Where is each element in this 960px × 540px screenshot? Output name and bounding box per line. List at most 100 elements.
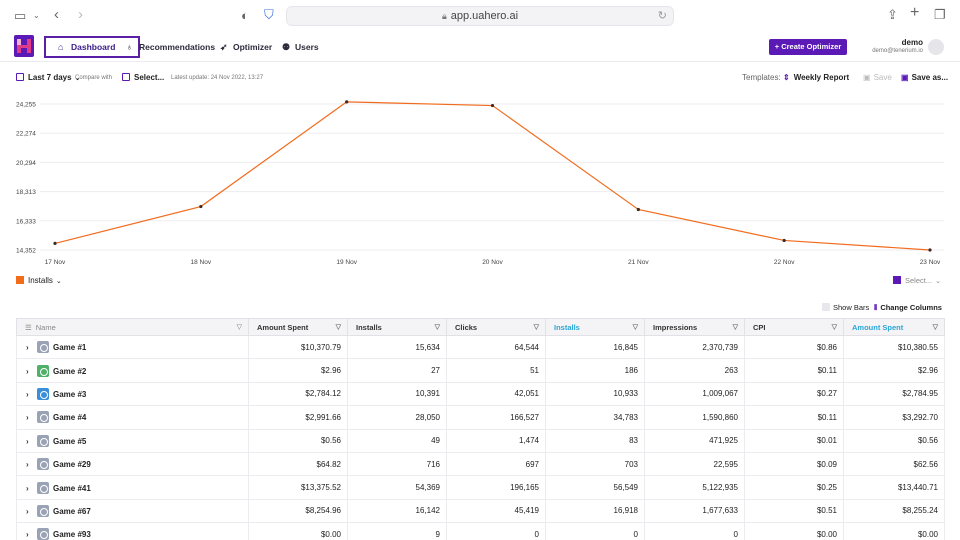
nav-optimizer[interactable]: ➶ Optimizer	[220, 40, 272, 54]
privacy-shield-icon[interactable]: ◐	[241, 8, 249, 23]
expand-chevron-icon[interactable]: ›	[26, 389, 29, 399]
chart-legend-right[interactable]: Select... ⌄	[893, 275, 941, 288]
filter-icon[interactable]: ▽	[632, 324, 638, 331]
game-name-cell: › Game #29	[16, 451, 249, 477]
game-name-cell: › Game #5	[16, 428, 249, 453]
column-header-label: CPI	[753, 322, 766, 332]
data-point[interactable]	[782, 238, 786, 243]
save-icon: ▣	[863, 73, 871, 82]
new-tab-icon[interactable]: +	[910, 4, 920, 21]
back-icon[interactable]: ‹	[54, 6, 59, 23]
column-header-name[interactable]: ☰ Name ▽	[16, 318, 249, 336]
table-row[interactable]: › Game #1 $10,370.79 15,634 64,544 16,845 2,37…	[16, 334, 945, 360]
filter-icon[interactable]: ▽	[335, 324, 341, 331]
x-tick-label: 22 Nov	[774, 259, 795, 266]
table-cell: $8,255.24	[843, 498, 945, 524]
uahero-logo[interactable]	[14, 35, 34, 57]
expand-chevron-icon[interactable]: ›	[26, 436, 29, 446]
table-cell: $0.51	[744, 498, 844, 524]
table-row[interactable]: › Game #41 $13,375.52 54,369 196,165 56,549 5,…	[16, 475, 945, 500]
column-header-amount-spent-2[interactable]: Amount Spent ▽	[843, 318, 945, 336]
table-row[interactable]: › Game #4 $2,991.66 28,050 166,527 34,783 1,59…	[16, 405, 945, 430]
forward-icon[interactable]: ›	[78, 6, 83, 23]
table-cell: 51	[446, 358, 546, 383]
column-header-installs[interactable]: Installs ▽	[347, 318, 447, 336]
rocket-icon: ➶	[220, 42, 228, 52]
sidebar-toggle-icon[interactable]: ▭	[14, 8, 27, 23]
expand-chevron-icon[interactable]: ›	[26, 366, 29, 376]
table-cell: $2.96	[843, 358, 945, 383]
table-row[interactable]: › Game #29 $64.82 716 697 703 22,595 $0.09 $62.5…	[16, 451, 945, 477]
create-optimizer-button[interactable]: + Create Optimizer	[769, 39, 847, 55]
nav-recommendations[interactable]: ♁ Recommendations	[126, 40, 215, 54]
game-app-icon	[37, 458, 49, 471]
data-point[interactable]	[928, 248, 932, 252]
data-point[interactable]	[490, 103, 495, 108]
expand-chevron-icon[interactable]: ›	[26, 506, 29, 516]
template-select[interactable]: ⇕ Weekly Report	[783, 70, 849, 86]
game-name-cell: › Game #67	[16, 498, 249, 524]
compare-select[interactable]: Select...	[122, 70, 164, 86]
extension-shield-icon[interactable]: ⛉	[264, 7, 274, 22]
table-cell: $2,784.12	[248, 381, 348, 407]
table-cell: $0.27	[744, 381, 844, 407]
filter-icon[interactable]: ▽	[932, 324, 938, 331]
data-point[interactable]	[636, 207, 640, 212]
chevron-down-icon[interactable]: ⌄	[33, 11, 40, 20]
x-tick-label: 20 Nov	[482, 259, 503, 266]
avatar[interactable]	[928, 39, 944, 55]
reload-icon[interactable]: ↻	[657, 10, 667, 22]
sort-arrows-icon: ⇕	[783, 73, 790, 82]
nav-dashboard[interactable]: ⌂ Dashboard	[44, 36, 140, 58]
data-point[interactable]	[53, 241, 57, 245]
table-row[interactable]: › Game #5 $0.56 49 1,474 83 471,925 $0.01 $0.56	[16, 428, 945, 453]
table-row[interactable]: › Game #93 $0.00 9 0 0 0 $0.00 $0.00	[16, 522, 945, 540]
change-columns-button[interactable]: ⦀ Change Columns	[874, 302, 942, 314]
save-as-button[interactable]: ▣ Save as...	[901, 70, 948, 86]
table-cell: $64.82	[248, 451, 348, 477]
user-email: demo@tenerium.io	[872, 48, 923, 54]
game-app-icon	[37, 411, 49, 424]
filter-icon[interactable]: ▽	[236, 324, 242, 331]
data-point[interactable]	[345, 100, 349, 104]
expand-chevron-icon[interactable]: ›	[26, 460, 29, 470]
expand-chevron-icon[interactable]: ›	[26, 413, 29, 423]
y-tick-label: 24,255	[16, 102, 36, 109]
column-header-clicks[interactable]: Clicks ▽	[446, 318, 546, 336]
save-button[interactable]: ▣ Save	[863, 70, 892, 86]
tabs-overview-icon[interactable]: ❐	[934, 7, 946, 22]
show-bars-label: Show Bars	[833, 303, 870, 312]
data-point[interactable]	[199, 204, 203, 209]
table-cell: 5,122,935	[644, 475, 745, 500]
column-header-label: Installs	[554, 322, 580, 332]
filter-icon[interactable]: ▽	[831, 324, 837, 331]
date-range-picker[interactable]: Last 7 days ⌄	[16, 70, 80, 87]
table-cell: 703	[545, 451, 645, 477]
legend-select-label: Select...	[905, 276, 933, 285]
table-row[interactable]: › Game #3 $2,784.12 10,391 42,051 10,933 1,009…	[16, 381, 945, 407]
filter-icon[interactable]: ▽	[533, 324, 539, 331]
filter-icon[interactable]: ▽	[434, 324, 440, 331]
column-header-cpi[interactable]: CPI ▽	[744, 318, 844, 336]
expand-chevron-icon[interactable]: ›	[26, 530, 29, 540]
chevron-down-icon: ⌄	[935, 278, 941, 285]
column-header-installs-2[interactable]: Installs ▽	[545, 318, 645, 336]
chart-legend-left[interactable]: Installs ⌄	[16, 275, 62, 288]
table-cell: 64,544	[446, 334, 546, 360]
address-bar[interactable]: 🔒︎ app.uahero.ai ↻	[286, 6, 674, 26]
column-header-impressions[interactable]: Impressions ▽	[644, 318, 745, 336]
browser-toolbar: ▭ ⌄ ‹ › ◐ ⛉ 🔒︎ app.uahero.ai ↻ ⇪ + ❐	[0, 0, 960, 32]
filter-icon[interactable]: ▽	[732, 324, 738, 331]
expand-chevron-icon[interactable]: ›	[26, 343, 29, 353]
save-as-label: Save as...	[911, 73, 949, 82]
table-row[interactable]: › Game #67 $8,254.96 16,142 45,419 16,918 1,67…	[16, 498, 945, 524]
table-cell: 15,634	[347, 334, 447, 360]
show-bars-toggle[interactable]: Show Bars	[822, 302, 869, 314]
nav-users[interactable]: ⚉ Users	[282, 40, 319, 54]
column-header-amount-spent[interactable]: Amount Spent ▽	[248, 318, 348, 336]
table-row[interactable]: › Game #2 $2.96 27 51 186 263 $0.11 $2.96	[16, 358, 945, 383]
expand-chevron-icon[interactable]: ›	[26, 483, 29, 493]
columns-icon: ⦀	[874, 303, 878, 312]
share-icon[interactable]: ⇪	[887, 7, 898, 22]
table-cell: 27	[347, 358, 447, 383]
